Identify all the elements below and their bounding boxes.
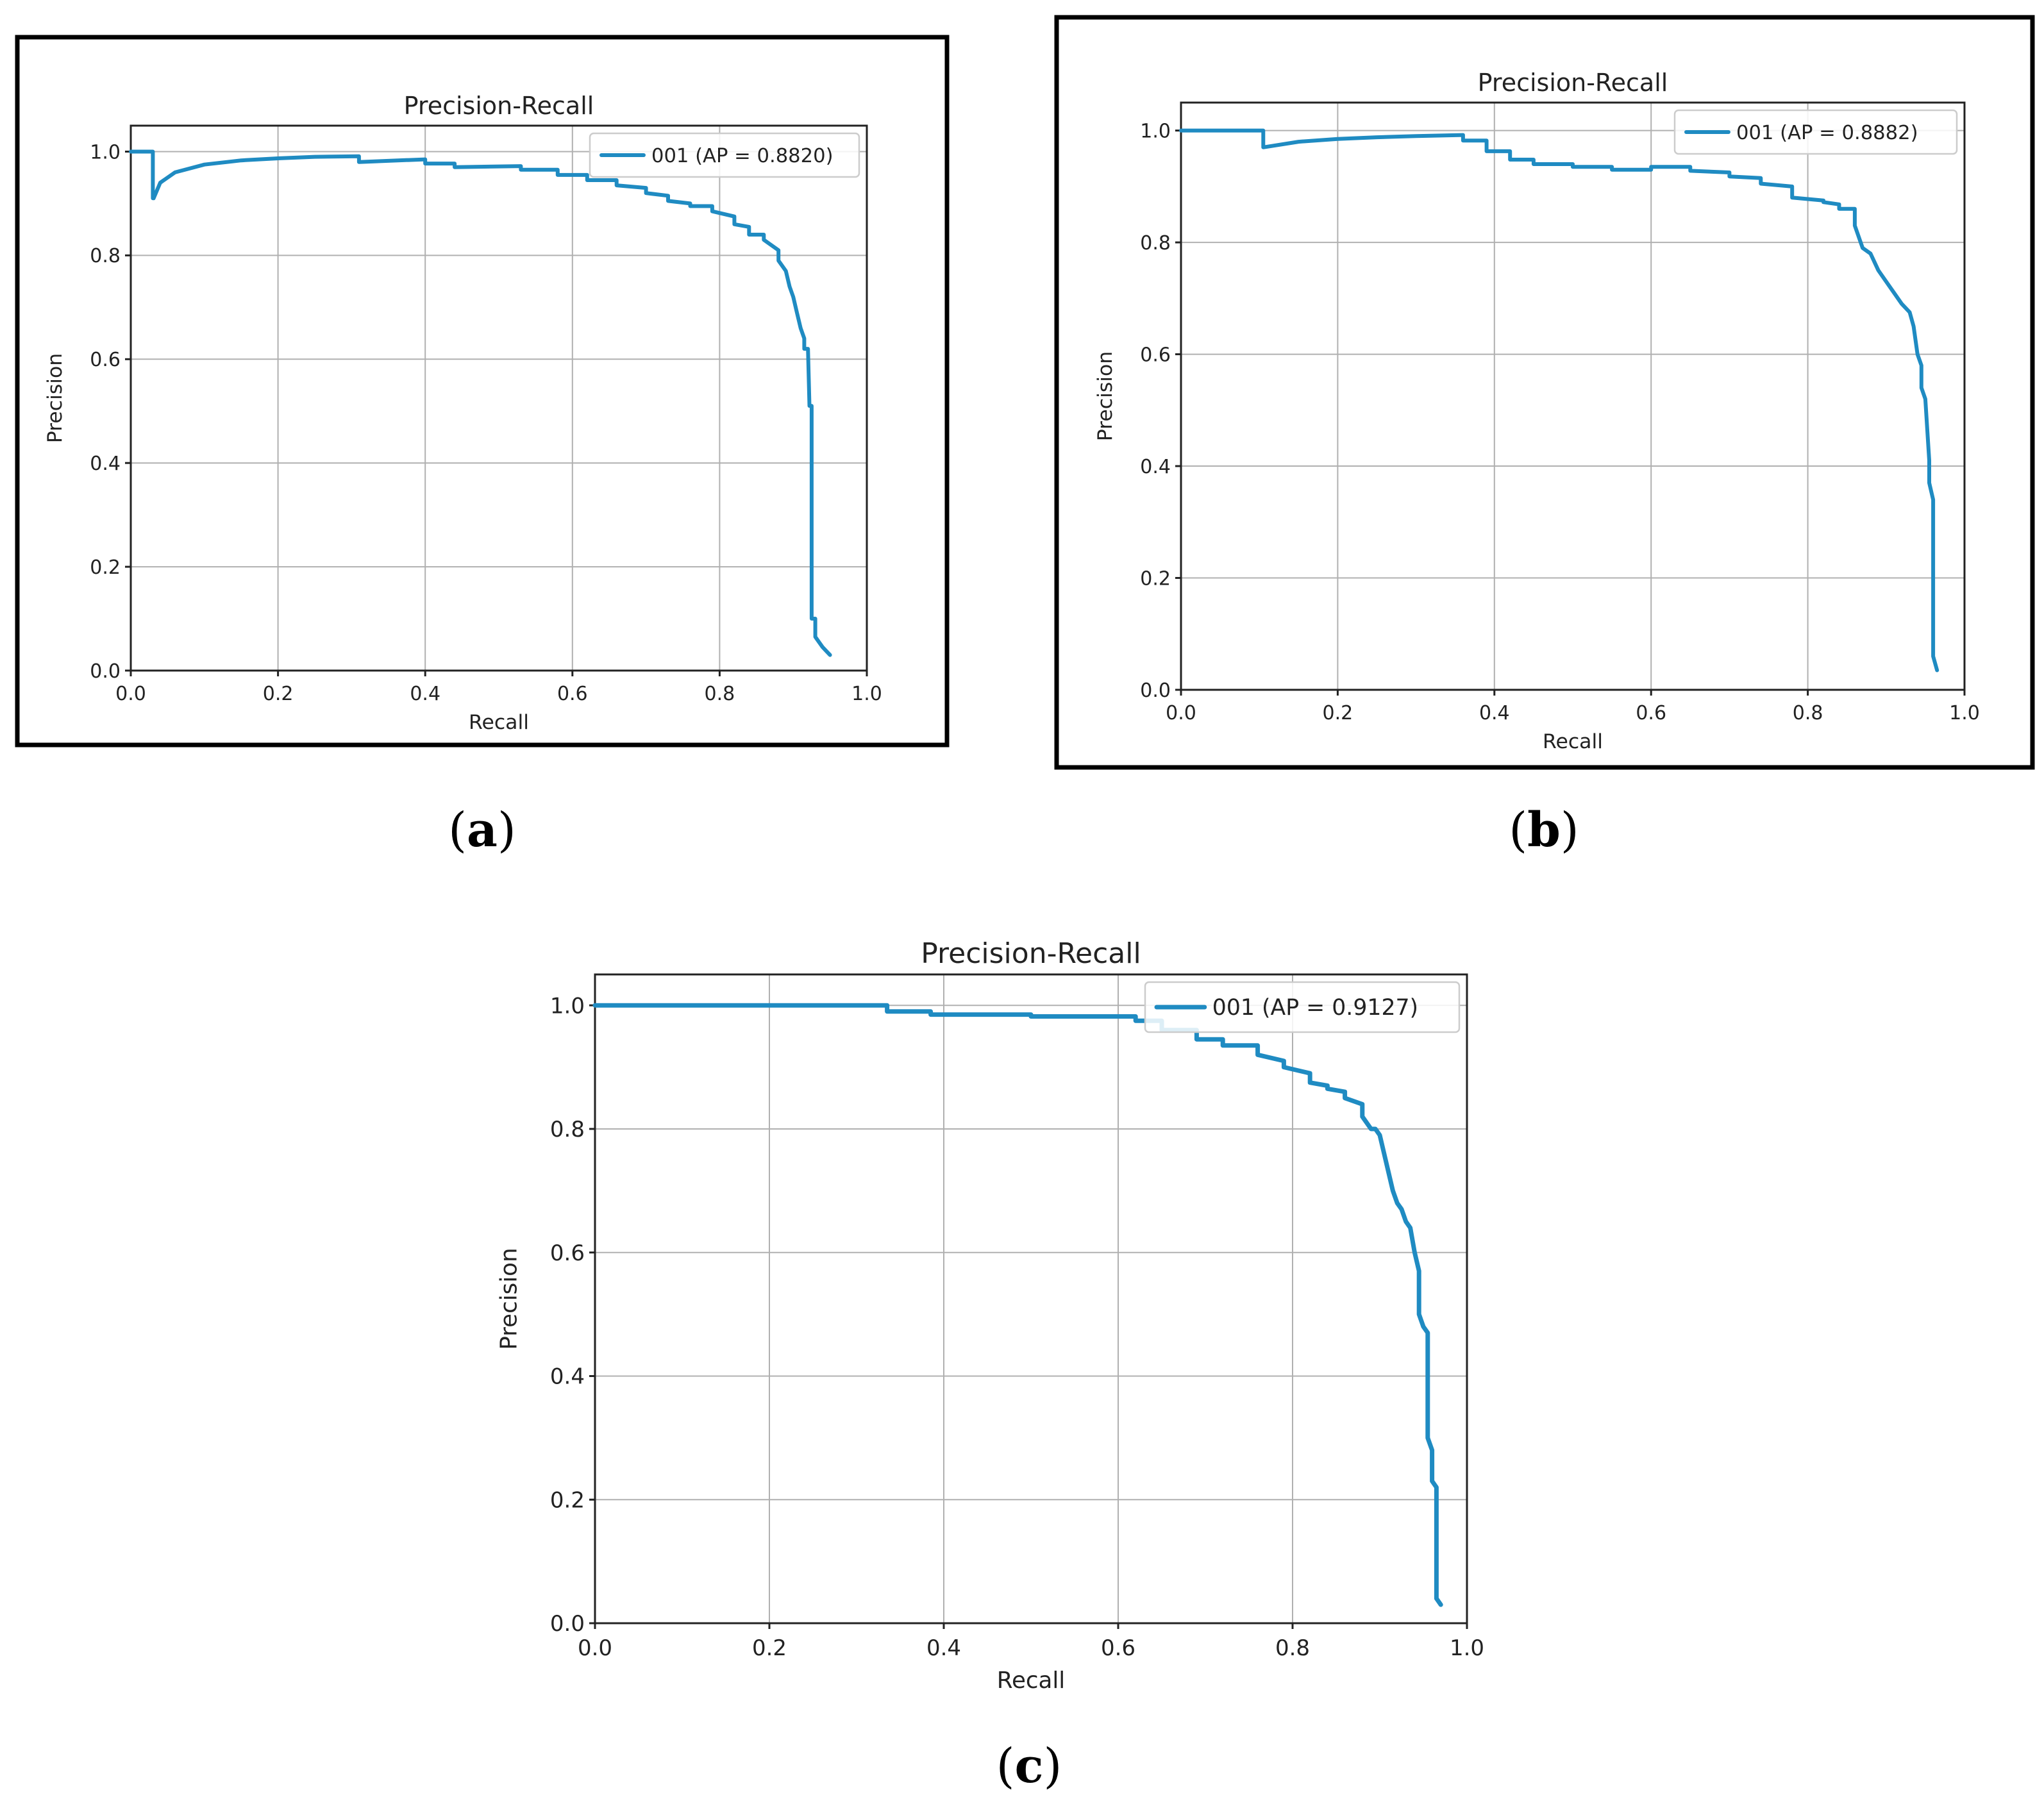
panel-a-y-tick-label: 0.0 bbox=[90, 660, 121, 683]
panel-c-x-tick-label: 1.0 bbox=[1450, 1635, 1484, 1661]
panel-c-chart: 0.0 0.2 0.4 0.6 0.8 1.0 0.0 0.2 0.4 0.6 0.8 1.0 001 … bbox=[496, 937, 1484, 1694]
panel-c-axes-box bbox=[594, 973, 1468, 1624]
panel-b-y-tick-label: 0.4 bbox=[1140, 456, 1171, 478]
panel-a-chart: 0.0 0.2 0.4 0.6 0.8 1.0 0.0 0.2 0.4 0.6 0.8 1.0 001 … bbox=[44, 92, 882, 734]
panel-c-x-tick-label: 0.6 bbox=[1101, 1635, 1135, 1661]
panel-a-y-tick-label: 0.2 bbox=[90, 556, 121, 579]
panel-a-x-tick-label: 0.4 bbox=[410, 683, 440, 705]
panel-b-y-tick-label: 0.6 bbox=[1140, 344, 1171, 366]
panel-b-x-tick-label: 0.2 bbox=[1323, 702, 1353, 724]
panel-a-x-tick-label: 0.8 bbox=[705, 683, 735, 705]
panel-c-x-tick-label: 0.8 bbox=[1275, 1635, 1310, 1661]
panel-c-x-tick-label: 0.4 bbox=[926, 1635, 961, 1661]
panel-c-y-tick-label: 0.2 bbox=[550, 1487, 585, 1513]
panel-b-y-tick-label: 0.2 bbox=[1140, 567, 1171, 590]
panel-c-chart-title: Precision-Recall bbox=[921, 937, 1141, 970]
panel-b-frame bbox=[1054, 15, 2035, 770]
panel-b-chart: 0.0 0.2 0.4 0.6 0.8 1.0 0.0 0.2 0.4 0.6 0.8 1.0 001 … bbox=[1094, 69, 1980, 753]
panel-c-y-tick-label: 0.4 bbox=[550, 1364, 585, 1390]
caption-a: (a) bbox=[448, 803, 516, 858]
panel-a-frame bbox=[15, 35, 950, 747]
panel-b-axes-border bbox=[1180, 101, 1966, 691]
panel-a-y-tick-label: 0.6 bbox=[90, 349, 121, 371]
panel-c-y-tick-label: 0.0 bbox=[550, 1611, 585, 1637]
panel-c-y-tick-label: 0.8 bbox=[550, 1117, 585, 1142]
panel-a-y-axis-title: Precision bbox=[44, 353, 67, 444]
panel-c-x-axis-title: Recall bbox=[997, 1667, 1065, 1694]
panel-c-axes-border bbox=[594, 973, 1468, 1624]
panel-a-x-tick-label: 0.2 bbox=[263, 683, 294, 705]
panel-b-y-tick-label: 1.0 bbox=[1140, 120, 1171, 142]
panel-a-y-tick-label: 1.0 bbox=[90, 141, 121, 163]
panel-b-x-tick-label: 1.0 bbox=[1949, 702, 1980, 724]
panel-b-y-axis-title: Precision bbox=[1094, 351, 1117, 442]
panel-b-x-tick-label: 0.8 bbox=[1793, 702, 1823, 724]
panel-b-axes-box bbox=[1180, 101, 1966, 691]
panel-c-x-tick-label: 0.0 bbox=[578, 1635, 612, 1661]
panel-c-series-line bbox=[592, 1003, 1443, 1607]
panel-c-y-tick-label: 1.0 bbox=[550, 993, 585, 1019]
panel-a-axes-border bbox=[130, 124, 868, 672]
panel-c-legend-label: 001 (AP = 0.9127) bbox=[1212, 995, 1418, 1021]
panel-a-y-tick-label: 0.4 bbox=[90, 453, 121, 475]
panel-a-chart-title: Precision-Recall bbox=[404, 92, 594, 120]
panel-a-x-axis-title: Recall bbox=[469, 711, 529, 734]
panel-c-legend-box bbox=[1144, 981, 1461, 1033]
panel-a-series-line bbox=[129, 149, 832, 657]
panel-b-x-axis-title: Recall bbox=[1543, 730, 1603, 753]
caption-c: (c) bbox=[996, 1739, 1062, 1794]
panel-c-y-axis-title: Precision bbox=[496, 1248, 523, 1349]
panel-b-chart-title: Precision-Recall bbox=[1478, 69, 1668, 97]
caption-b: (b) bbox=[1509, 803, 1579, 858]
panel-a-legend-label: 001 (AP = 0.8820) bbox=[651, 145, 834, 167]
panel-a-legend-box bbox=[589, 132, 860, 178]
panel-b-x-tick-label: 0.4 bbox=[1479, 702, 1510, 724]
panel-b-legend-box bbox=[1673, 109, 1958, 155]
panel-a-y-tick-label: 0.8 bbox=[90, 245, 121, 267]
panel-a-x-tick-label: 1.0 bbox=[851, 683, 882, 705]
panel-b-legend-label: 001 (AP = 0.8882) bbox=[1736, 122, 1918, 144]
panel-a-axes-box bbox=[130, 124, 868, 672]
panel-b-x-tick-label: 0.0 bbox=[1166, 702, 1196, 724]
panel-b-series-line bbox=[1179, 128, 1939, 672]
panel-c-x-tick-label: 0.2 bbox=[752, 1635, 787, 1661]
panel-a-x-tick-label: 0.0 bbox=[115, 683, 146, 705]
panel-a-x-tick-label: 0.6 bbox=[557, 683, 588, 705]
panel-b-x-tick-label: 0.6 bbox=[1636, 702, 1666, 724]
panel-c-y-tick-label: 0.6 bbox=[550, 1240, 585, 1266]
panel-b-y-tick-label: 0.8 bbox=[1140, 232, 1171, 255]
panel-b-y-tick-label: 0.0 bbox=[1140, 680, 1171, 702]
